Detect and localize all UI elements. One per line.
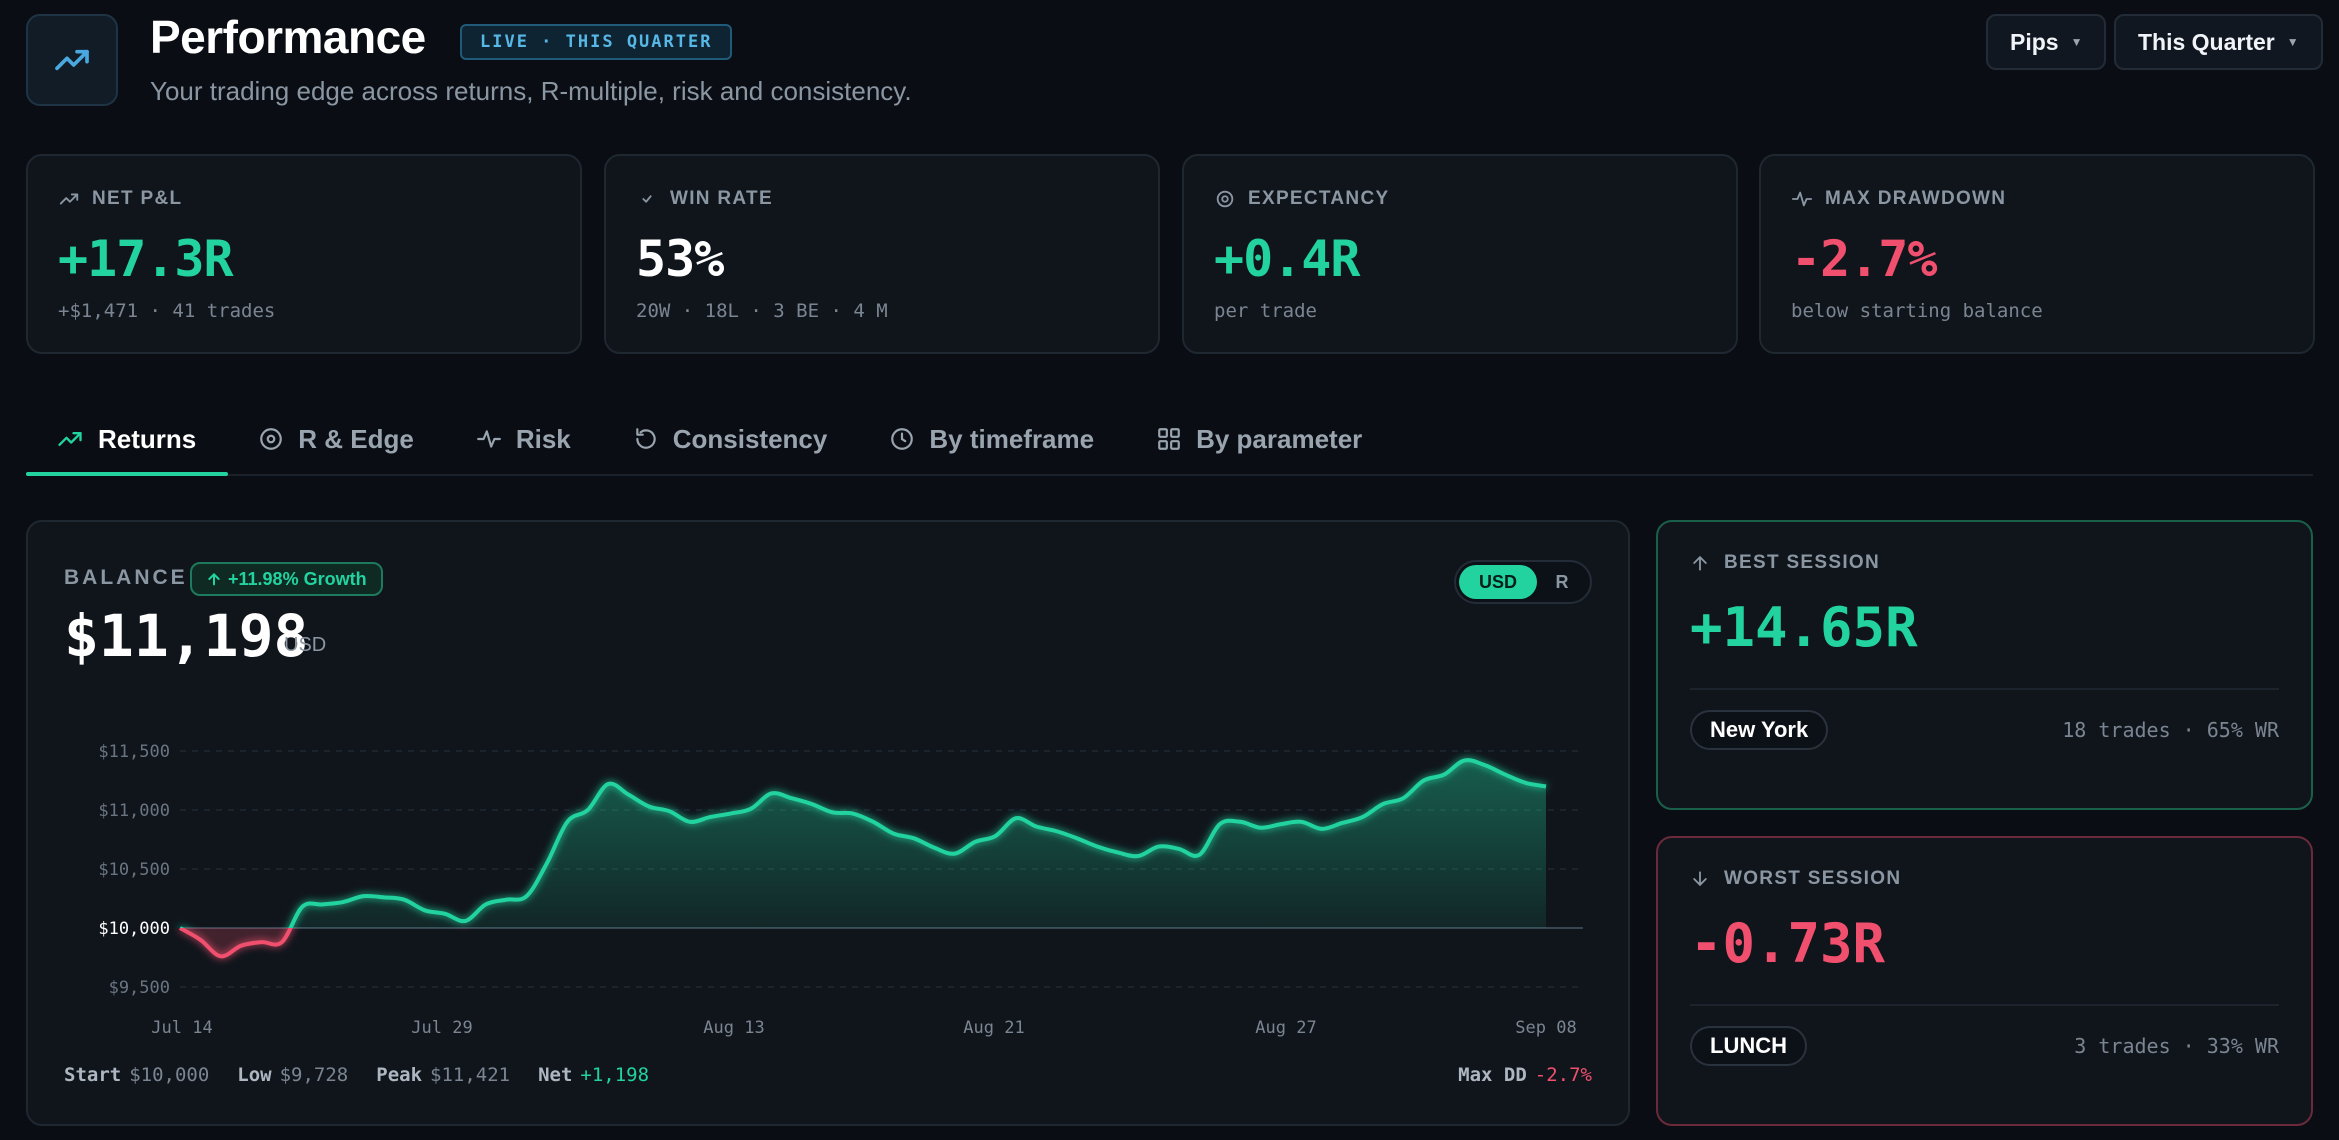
tab-bar: Returns R & Edge Risk Consistency By tim…	[26, 404, 2313, 476]
chevron-down-icon: ▼	[2070, 35, 2083, 49]
stat-label: NET P&L	[92, 188, 183, 209]
stat-label: MAX DRAWDOWN	[1825, 188, 2007, 209]
stat-value: -2.7%	[1791, 230, 1938, 288]
grid-icon	[1158, 428, 1180, 450]
balance-chart: $9,500 $10,000 $10,500 $11,000 $11,500 Jul 14…	[98, 742, 1583, 1038]
footer-low-value: $9,728	[279, 1064, 349, 1086]
stat-value: +17.3R	[58, 230, 234, 288]
stat-sub: below starting balance	[1791, 300, 2043, 322]
clock-icon	[891, 428, 914, 450]
footer-net-value: +1,198	[580, 1064, 650, 1086]
stat-sub: 20W · 18L · 3 BE · 4 M	[636, 300, 888, 322]
best-session-card: BEST SESSION +14.65R New York 18 trades …	[1656, 520, 2313, 810]
growth-badge: +11.98% Growth	[190, 562, 383, 596]
tab-returns[interactable]: Returns	[26, 404, 229, 476]
trending-up-icon	[55, 49, 89, 71]
x-tick-label: Aug 13	[703, 1018, 764, 1038]
trending-up-icon	[58, 432, 82, 446]
footer-low-label: Low	[237, 1064, 272, 1086]
tab-label: By parameter	[1196, 423, 1363, 454]
pulse-icon	[1791, 191, 1813, 207]
footer-start-label: Start	[64, 1064, 122, 1086]
check-icon	[642, 195, 652, 203]
tab-label: R & Edge	[298, 423, 414, 454]
balance-panel: BALANCE +11.98% Growth $11,198 USD USD R…	[26, 520, 1630, 1126]
balance-label: BALANCE	[64, 566, 188, 589]
balance-line-positive	[180, 758, 1547, 928]
x-tick-label: Jul 29	[411, 1018, 472, 1038]
unit-dropdown[interactable]: Pips ▼	[1986, 14, 2107, 70]
performance-logo	[26, 14, 118, 106]
stat-label: WIN RATE	[670, 188, 773, 209]
y-tick-label: $11,500	[98, 742, 170, 762]
growth-text: +11.98% Growth	[228, 568, 367, 589]
arrow-down-icon	[1693, 871, 1707, 886]
tab-r-edge[interactable]: R & Edge	[228, 404, 446, 474]
balance-area-positive	[180, 760, 1546, 928]
session-label: WORST SESSION	[1724, 868, 1902, 889]
live-badge: LIVE · THIS QUARTER	[460, 24, 733, 60]
stat-value: 53%	[636, 230, 724, 288]
page-subtitle: Your trading edge across returns, R-mult…	[150, 76, 912, 106]
balance-currency: USD	[284, 634, 327, 656]
target-icon	[260, 428, 283, 450]
footer-net-label: Net	[538, 1064, 573, 1086]
session-name-pill: New York	[1690, 710, 1829, 750]
stat-card-max-drawdown: MAX DRAWDOWN -2.7% below starting balanc…	[1759, 154, 2315, 354]
worst-session-card: WORST SESSION -0.73R LUNCH 3 trades · 33…	[1656, 836, 2313, 1126]
footer-peak-value: $11,421	[430, 1064, 511, 1086]
stat-label: EXPECTANCY	[1248, 188, 1390, 209]
x-tick-label: Aug 27	[1255, 1018, 1316, 1038]
chart-footer: Start $10,000 Low $9,728 Peak $11,421 Net +1…	[64, 1064, 1592, 1086]
y-tick-label: $9,500	[109, 978, 170, 998]
tab-label: Consistency	[672, 423, 828, 454]
divider	[1690, 688, 2279, 690]
y-tick-label: $10,500	[98, 860, 170, 880]
tab-risk[interactable]: Risk	[446, 404, 603, 474]
unit-dropdown-label: Pips	[2010, 28, 2059, 55]
session-value: -0.73R	[1690, 912, 1886, 975]
y-tick-label: $11,000	[98, 801, 170, 821]
x-tick-label: Aug 21	[963, 1018, 1024, 1038]
pulse-icon	[476, 430, 501, 448]
x-tick-label: Sep 08	[1515, 1018, 1576, 1038]
tab-by-timeframe[interactable]: By timeframe	[859, 404, 1126, 474]
divider	[1690, 1004, 2279, 1006]
footer-start-value: $10,000	[129, 1064, 210, 1086]
refresh-icon	[635, 428, 656, 449]
session-meta: 18 trades · 65% WR	[2062, 718, 2279, 742]
y-tick-label: $10,000	[98, 919, 170, 939]
stat-sub: per trade	[1214, 300, 1317, 322]
session-meta: 3 trades · 33% WR	[2074, 1034, 2279, 1058]
footer-maxdd-label: Max DD	[1458, 1064, 1527, 1086]
page-title: Performance	[150, 11, 426, 63]
chevron-down-icon: ▼	[2286, 35, 2299, 49]
session-name-pill: LUNCH	[1690, 1026, 1807, 1066]
session-label: BEST SESSION	[1724, 552, 1881, 573]
unit-toggle: USD R	[1454, 560, 1592, 604]
arrow-up-icon	[208, 573, 220, 586]
trending-up-icon	[59, 193, 79, 205]
tab-label: Returns	[98, 423, 197, 454]
footer-maxdd-value: -2.7%	[1534, 1064, 1592, 1086]
tab-by-parameter[interactable]: By parameter	[1126, 404, 1394, 474]
x-tick-label: Jul 14	[151, 1018, 212, 1038]
stat-card-expectancy: EXPECTANCY +0.4R per trade	[1182, 154, 1738, 354]
period-dropdown-label: This Quarter	[2138, 28, 2275, 55]
tab-label: Risk	[515, 423, 571, 454]
stat-card-net-pnl: NET P&L +17.3R +$1,471 · 41 trades	[26, 154, 582, 354]
stat-sub: +$1,471 · 41 trades	[58, 300, 276, 322]
footer-peak-label: Peak	[376, 1064, 423, 1086]
toggle-usd[interactable]: USD	[1459, 565, 1537, 599]
target-icon	[1216, 190, 1234, 208]
balance-value: $11,198	[64, 602, 309, 670]
arrow-up-icon	[1693, 556, 1707, 571]
tab-label: By timeframe	[929, 423, 1095, 454]
toggle-r[interactable]: R	[1555, 571, 1569, 592]
stat-card-win-rate: WIN RATE 53% 20W · 18L · 3 BE · 4 M	[604, 154, 1160, 354]
session-value: +14.65R	[1690, 596, 1918, 659]
tab-consistency[interactable]: Consistency	[603, 404, 860, 474]
stat-value: +0.4R	[1214, 230, 1361, 288]
period-dropdown[interactable]: This Quarter ▼	[2114, 14, 2323, 70]
